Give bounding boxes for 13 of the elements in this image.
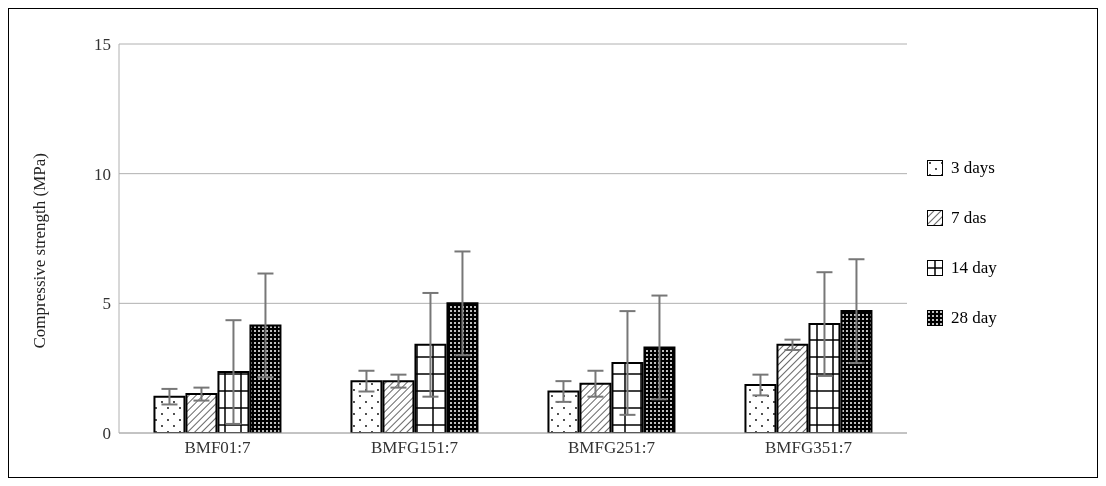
legend-label: 3 days <box>951 158 995 178</box>
y-axis-title: Compressive strength (MPa) <box>30 153 50 349</box>
x-tick-label: BMF01:7 <box>184 438 252 458</box>
y-tick-label: 10 <box>94 164 111 184</box>
legend-label: 7 das <box>951 208 987 228</box>
y-tick-label: 15 <box>94 35 111 55</box>
x-tick-label: BMFG151:7 <box>371 438 459 458</box>
x-tick-label: BMFG251:7 <box>568 438 656 458</box>
x-tick-label: BMFG351:7 <box>765 438 853 458</box>
y-tick-label: 0 <box>102 424 111 444</box>
legend-label: 28 day <box>951 308 997 328</box>
y-tick-label: 5 <box>102 294 111 314</box>
legend-label: 14 day <box>951 258 997 278</box>
